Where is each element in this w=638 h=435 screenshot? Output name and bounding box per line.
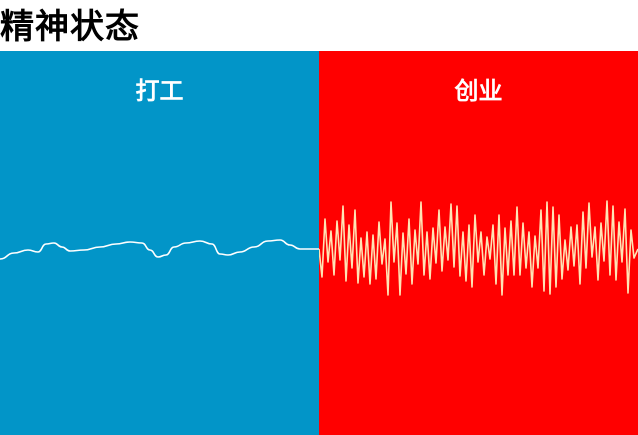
page-title: 精神状态 (0, 7, 140, 47)
panel-work: 打工 (0, 51, 319, 435)
erratic-wave-line (319, 200, 638, 296)
calm-wave-line (0, 239, 319, 260)
panel-startup-label: 创业 (454, 77, 503, 105)
panel-work-label: 打工 (135, 77, 184, 105)
panel-startup: 创业 (319, 51, 638, 435)
